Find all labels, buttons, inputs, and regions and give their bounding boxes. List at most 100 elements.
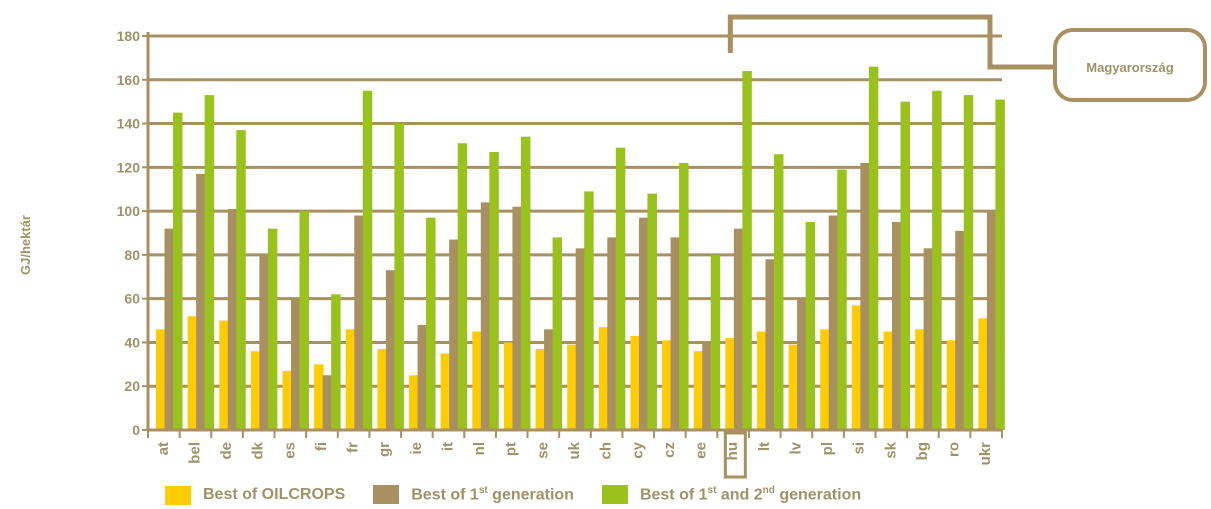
x-tick-label-ie: ie: [408, 442, 425, 455]
bar-fr-series-3: [362, 90, 373, 430]
bar-ee-series-2: [702, 342, 712, 430]
bar-ukr-series-3: [995, 99, 1005, 430]
legend-item-first-generation: Best of 1st generation: [373, 485, 574, 505]
gridlines: [148, 34, 1002, 388]
x-tick-label-sk: sk: [882, 441, 899, 458]
bar-es-series-3: [299, 211, 310, 430]
bar-ie-series-3: [426, 217, 436, 430]
x-tick-label-it: it: [439, 442, 456, 451]
x-tick-label-ukr: ukr: [977, 442, 994, 466]
bar-pl-series-1: [820, 329, 830, 430]
x-tick-label-gr: gr: [376, 442, 393, 457]
x-axis: at bel de dk es fi fr gr ie it nl pt se uk ch cy cz ee hu l…: [147, 428, 1003, 466]
bar-nl-series-3: [489, 152, 499, 430]
legend-item-oilcrops: Best of OILCROPS: [165, 485, 346, 505]
x-tick-label-nl: nl: [471, 442, 488, 455]
bar-bel-series-2: [196, 173, 206, 430]
bar-lv-series-3: [805, 222, 816, 430]
x-tick-label-cz: cz: [661, 442, 678, 458]
bar-cy-series-2: [638, 217, 649, 430]
bar-ro-series-3: [963, 95, 974, 430]
legend-label-oilcrops: Best of OILCROPS: [203, 486, 346, 503]
bar-nl-series-1: [472, 331, 482, 430]
callout-label: Magyarország: [1086, 60, 1173, 75]
bar-gr-series-1: [377, 349, 387, 430]
bar-hu-series-1: [725, 338, 735, 430]
x-tick-label-fi: fi: [313, 442, 330, 451]
bar-fr-series-2: [354, 215, 364, 430]
bars: [156, 66, 1005, 431]
bar-fi-series-1: [314, 364, 324, 430]
bar-at-series-1: [156, 329, 166, 430]
bar-ie-series-1: [409, 375, 419, 430]
bar-gr-series-2: [385, 270, 396, 430]
bar-si-series-2: [860, 162, 870, 430]
bar-cz-series-3: [679, 162, 689, 430]
legend-item-first-and-second-generation: Best of 1st and 2nd generation: [601, 485, 862, 505]
bar-ro-series-1: [946, 340, 957, 430]
y-axis: 0 20 40 60 80 100 120 140 160 180: [117, 28, 150, 438]
y-tick-label-160: 160: [117, 72, 141, 88]
x-tick-label-lv: lv: [787, 441, 804, 454]
x-tick-label-at: at: [155, 442, 172, 455]
legend: Best of OILCROPS Best of 1st generation …: [165, 484, 889, 506]
bar-lt-series-1: [756, 331, 767, 430]
y-tick-label-140: 140: [117, 116, 141, 132]
bar-de-series-3: [236, 130, 246, 430]
bar-cz-series-2: [670, 237, 681, 430]
bar-hu-series-3: [742, 71, 752, 431]
x-tick-label-se: se: [534, 442, 551, 459]
bar-lt-series-2: [765, 259, 775, 430]
bar-dk-series-2: [259, 254, 269, 430]
bar-cy-series-1: [630, 335, 640, 430]
bar-ch-series-1: [598, 327, 609, 430]
legend-swatch-first-and-second-generation: [601, 485, 628, 505]
bar-se-series-2: [544, 329, 554, 430]
x-tick-label-de: de: [218, 442, 235, 460]
bar-sk-series-2: [891, 222, 902, 430]
bar-pt-series-1: [503, 342, 514, 430]
bar-at-series-2: [164, 228, 174, 430]
legend-label-first-and-second-generation: Best of 1st and 2nd generation: [639, 485, 862, 504]
x-tick-label-hu: hu: [724, 442, 741, 460]
bar-pl-series-3: [837, 169, 847, 430]
highlight-callout: Magyarország: [723, 14, 1207, 479]
y-axis-label: GJ/hektár: [18, 215, 33, 275]
x-tick-label-cy: cy: [629, 441, 646, 458]
bar-si-series-3: [868, 66, 879, 431]
bar-pt-series-3: [520, 136, 531, 430]
bar-ro-series-2: [955, 230, 965, 430]
bar-it-series-2: [449, 239, 459, 430]
bar-bel-series-3: [204, 95, 215, 430]
bar-ch-series-2: [607, 237, 617, 430]
bar-pt-series-2: [512, 206, 522, 430]
x-tick-label-ee: ee: [693, 442, 710, 459]
bar-es-series-2: [291, 298, 301, 430]
bar-si-series-1: [851, 305, 862, 430]
bar-bg-series-1: [915, 329, 925, 430]
y-tick-label-80: 80: [124, 247, 140, 263]
x-tick-label-dk: dk: [250, 441, 267, 459]
bar-es-series-1: [282, 370, 293, 430]
bar-it-series-3: [457, 143, 468, 430]
bar-se-series-1: [535, 349, 546, 430]
bar-de-series-1: [219, 320, 229, 430]
bar-ukr-series-2: [986, 211, 997, 430]
bar-bg-series-3: [932, 90, 942, 430]
bar-ee-series-3: [710, 254, 721, 430]
bar-hu-series-2: [733, 228, 744, 430]
x-tick-label-ch: ch: [598, 442, 615, 460]
bar-ee-series-1: [693, 351, 704, 430]
bar-ch-series-3: [615, 147, 626, 430]
x-tick-label-es: es: [281, 442, 298, 459]
legend-swatch-oilcrops: [165, 485, 191, 505]
highlight-box-hu: [723, 431, 747, 479]
bar-lv-series-2: [797, 298, 807, 430]
bar-de-series-2: [227, 208, 238, 430]
callout-connector: [727, 14, 1055, 70]
bar-uk-series-1: [567, 344, 577, 430]
bar-dk-series-3: [267, 228, 278, 430]
bar-bg-series-2: [923, 248, 934, 430]
bar-fr-series-1: [345, 329, 356, 430]
bar-ie-series-2: [417, 324, 428, 430]
